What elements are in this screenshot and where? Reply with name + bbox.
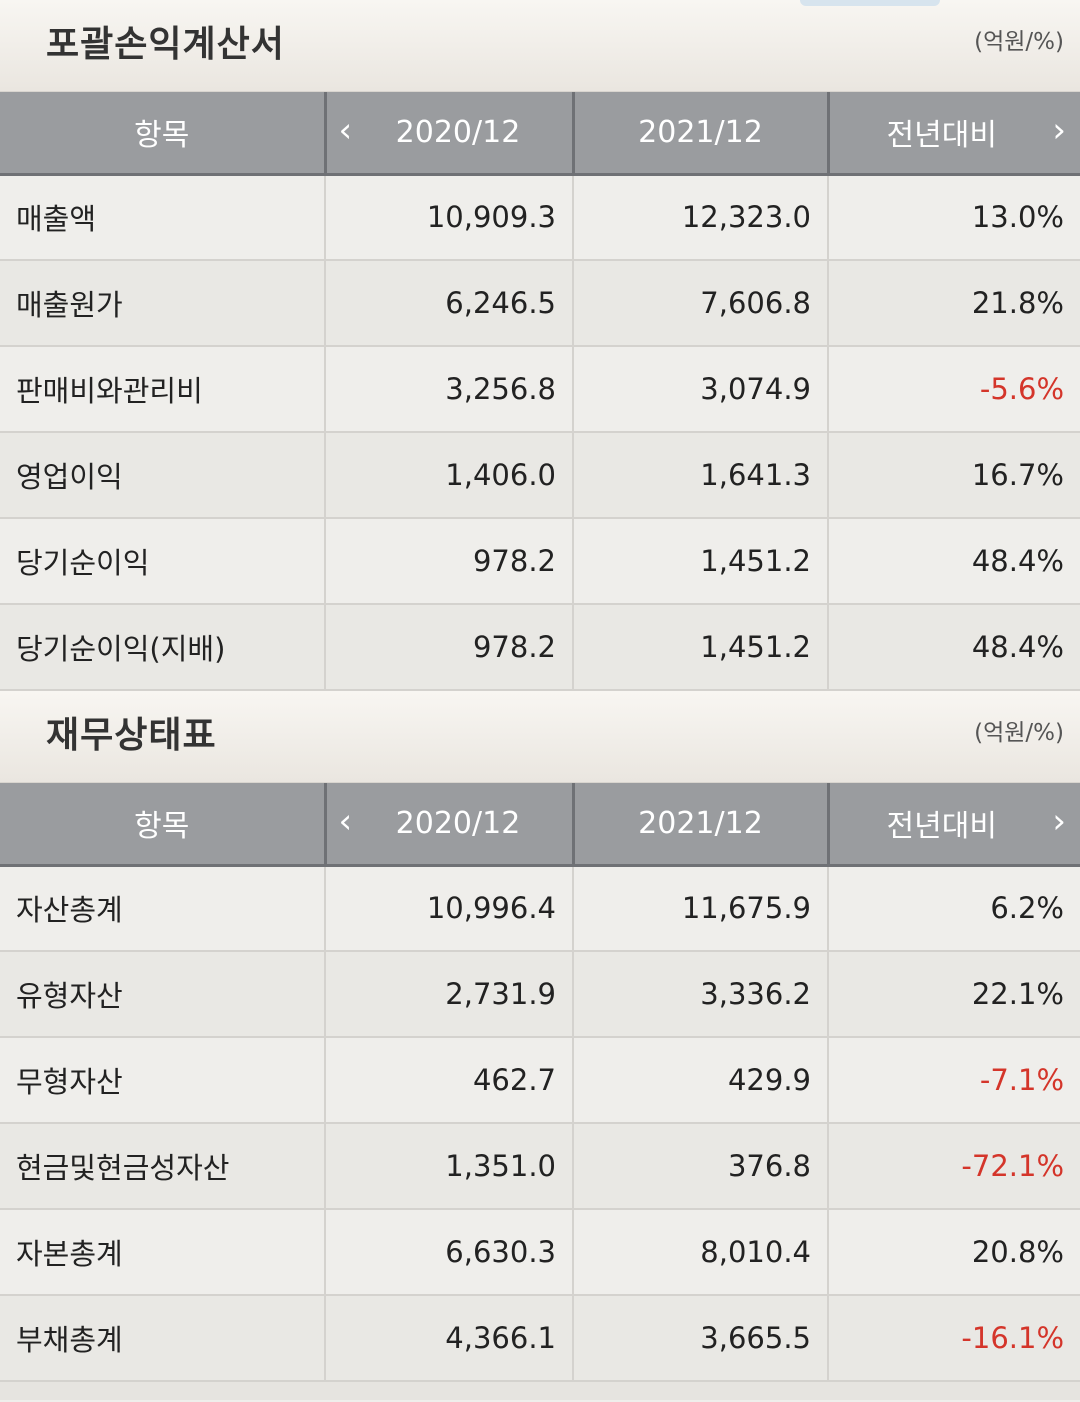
table-row: 현금및현금성자산 1,351.0 376.8 -72.1% <box>0 1123 1080 1210</box>
row-change: 6.2% <box>827 865 1080 952</box>
row-item-label: 당기순이익 <box>0 518 325 605</box>
row-item-label: 현금및현금성자산 <box>0 1123 325 1210</box>
row-item-label: 매출원가 <box>0 260 325 347</box>
table-row: 판매비와관리비 3,256.8 3,074.9 -5.6% <box>0 346 1080 433</box>
header-year-2020: ‹ 2020/12 <box>323 783 573 867</box>
header-item: 항목 <box>0 783 325 867</box>
balance-unit-label: (억원/%) <box>974 720 1064 746</box>
income-unit-label: (억원/%) <box>974 29 1064 55</box>
income-section-header: 포괄손익계산서 (억원/%) <box>0 0 1080 92</box>
row-change: -16.1% <box>827 1295 1080 1382</box>
row-item-label: 자산총계 <box>0 865 325 952</box>
row-value-2020: 978.2 <box>324 604 573 691</box>
row-change: 22.1% <box>827 951 1080 1038</box>
header-change: 전년대비 › <box>826 92 1080 176</box>
row-item-label: 영업이익 <box>0 432 325 519</box>
row-value-2020: 4,366.1 <box>324 1295 573 1382</box>
row-item-label: 판매비와관리비 <box>0 346 325 433</box>
row-change: 48.4% <box>827 604 1080 691</box>
row-item-label: 당기순이익(지배) <box>0 604 325 691</box>
row-change: -72.1% <box>827 1123 1080 1210</box>
table-row: 자본총계 6,630.3 8,010.4 20.8% <box>0 1209 1080 1296</box>
row-change: 21.8% <box>827 260 1080 347</box>
row-change: 20.8% <box>827 1209 1080 1296</box>
balance-section-header: 재무상태표 (억원/%) <box>0 691 1080 783</box>
row-value-2021: 11,675.9 <box>572 865 828 952</box>
table-row: 매출액 10,909.3 12,323.0 13.0% <box>0 174 1080 261</box>
row-item-label: 무형자산 <box>0 1037 325 1124</box>
chevron-left-icon[interactable]: ‹ <box>338 110 353 151</box>
row-value-2020: 1,406.0 <box>324 432 573 519</box>
row-item-label: 매출액 <box>0 174 325 261</box>
row-value-2021: 429.9 <box>572 1037 828 1124</box>
row-value-2020: 6,246.5 <box>324 260 573 347</box>
table-row: 매출원가 6,246.5 7,606.8 21.8% <box>0 260 1080 347</box>
table-row: 자산총계 10,996.4 11,675.9 6.2% <box>0 865 1080 952</box>
header-year-2020: ‹ 2020/12 <box>323 92 573 176</box>
row-value-2020: 10,996.4 <box>324 865 573 952</box>
income-section-title: 포괄손익계산서 <box>46 24 285 65</box>
row-value-2020: 978.2 <box>324 518 573 605</box>
chevron-right-icon[interactable]: › <box>1052 801 1066 842</box>
row-change: 13.0% <box>827 174 1080 261</box>
row-value-2020: 2,731.9 <box>324 951 573 1038</box>
row-change: 16.7% <box>827 432 1080 519</box>
top-decoration <box>800 0 940 6</box>
header-change: 전년대비 › <box>826 783 1080 867</box>
income-header-row: 항목 ‹ 2020/12 2021/12 전년대비 › <box>0 92 1080 176</box>
row-value-2021: 7,606.8 <box>572 260 828 347</box>
row-value-2020: 3,256.8 <box>324 346 573 433</box>
row-value-2021: 1,451.2 <box>572 604 828 691</box>
row-item-label: 자본총계 <box>0 1209 325 1296</box>
table-row: 부채총계 4,366.1 3,665.5 -16.1% <box>0 1295 1080 1382</box>
chevron-right-icon[interactable]: › <box>1052 110 1066 151</box>
income-table: 항목 ‹ 2020/12 2021/12 전년대비 › 매출액 10,909.3 1… <box>0 92 1080 691</box>
row-value-2021: 12,323.0 <box>572 174 828 261</box>
row-change: -5.6% <box>827 346 1080 433</box>
table-row: 무형자산 462.7 429.9 -7.1% <box>0 1037 1080 1124</box>
row-value-2021: 8,010.4 <box>572 1209 828 1296</box>
header-item: 항목 <box>0 92 325 176</box>
balance-section-title: 재무상태표 <box>46 715 217 756</box>
bottom-strip <box>0 1382 1080 1400</box>
balance-table: 항목 ‹ 2020/12 2021/12 전년대비 › 자산총계 10,996.4… <box>0 783 1080 1382</box>
row-value-2021: 1,641.3 <box>572 432 828 519</box>
row-value-2020: 6,630.3 <box>324 1209 573 1296</box>
balance-header-row: 항목 ‹ 2020/12 2021/12 전년대비 › <box>0 783 1080 867</box>
chevron-left-icon[interactable]: ‹ <box>338 801 353 842</box>
row-value-2021: 1,451.2 <box>572 518 828 605</box>
table-row: 당기순이익(지배) 978.2 1,451.2 48.4% <box>0 604 1080 691</box>
row-item-label: 유형자산 <box>0 951 325 1038</box>
row-value-2021: 3,074.9 <box>572 346 828 433</box>
row-item-label: 부채총계 <box>0 1295 325 1382</box>
table-row: 영업이익 1,406.0 1,641.3 16.7% <box>0 432 1080 519</box>
table-row: 유형자산 2,731.9 3,336.2 22.1% <box>0 951 1080 1038</box>
table-row: 당기순이익 978.2 1,451.2 48.4% <box>0 518 1080 605</box>
row-value-2021: 3,665.5 <box>572 1295 828 1382</box>
row-change: -7.1% <box>827 1037 1080 1124</box>
row-value-2021: 376.8 <box>572 1123 828 1210</box>
header-year-2021: 2021/12 <box>571 783 828 867</box>
row-value-2020: 10,909.3 <box>324 174 573 261</box>
row-change: 48.4% <box>827 518 1080 605</box>
header-year-2021: 2021/12 <box>571 92 828 176</box>
row-value-2020: 1,351.0 <box>324 1123 573 1210</box>
row-value-2021: 3,336.2 <box>572 951 828 1038</box>
row-value-2020: 462.7 <box>324 1037 573 1124</box>
